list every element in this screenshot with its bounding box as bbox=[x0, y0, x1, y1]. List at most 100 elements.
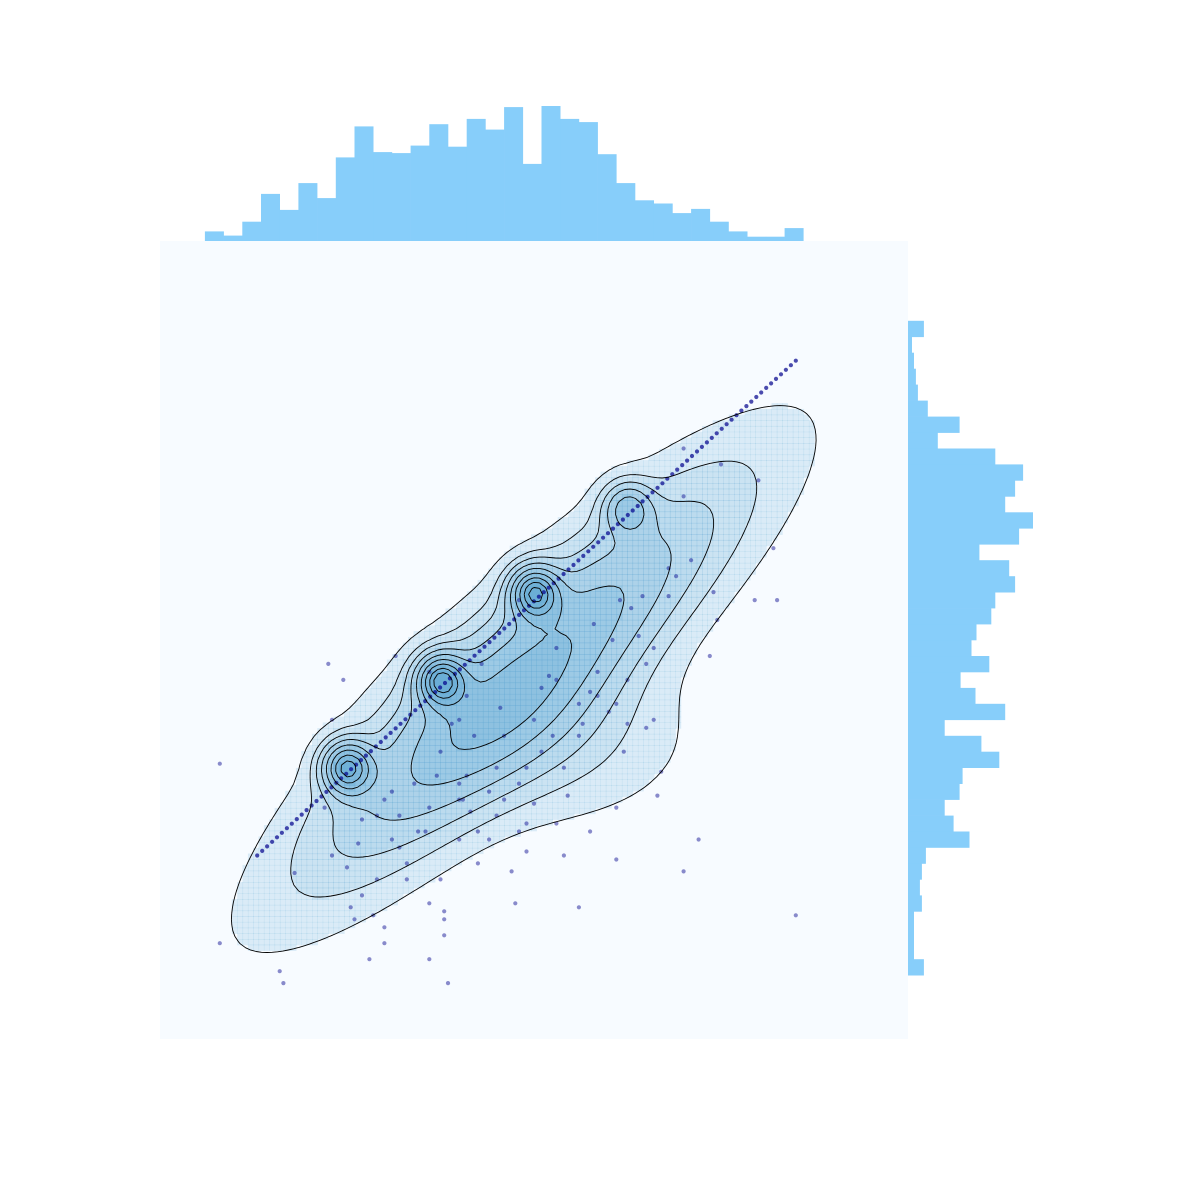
kde-fill-cell bbox=[285, 916, 292, 923]
kde-fill-cell bbox=[702, 545, 708, 552]
kde-fill-cell bbox=[440, 625, 447, 632]
kde-fill-cell bbox=[611, 477, 618, 484]
kde-fill-cell bbox=[637, 625, 644, 632]
kde-fill-cell bbox=[429, 739, 436, 746]
kde-fill-cell bbox=[669, 574, 676, 581]
kde-fill-cell bbox=[755, 471, 762, 478]
kde-fill-cell bbox=[541, 557, 548, 564]
kde-fill-cell bbox=[589, 568, 596, 575]
kde-fill-cell bbox=[312, 864, 318, 872]
kde-fill-cell bbox=[370, 739, 377, 746]
kde-fill-cell bbox=[317, 853, 324, 860]
kde-fill-cell bbox=[632, 528, 639, 535]
kde-fill-cell bbox=[290, 836, 297, 843]
scatter-point bbox=[711, 590, 716, 595]
kde-fill-cell bbox=[686, 614, 692, 621]
kde-fill-cell bbox=[627, 539, 634, 547]
kde-fill-cell bbox=[643, 528, 650, 535]
kde-fill-cell bbox=[659, 716, 666, 723]
kde-fill-cell bbox=[696, 500, 703, 507]
kde-fill-cell bbox=[413, 847, 420, 855]
kde-fill-cell bbox=[317, 762, 324, 769]
kde-fill-cell bbox=[499, 659, 505, 666]
kde-fill-cell bbox=[611, 528, 618, 535]
kde-fill-cell bbox=[600, 676, 607, 684]
kde-fill-cell bbox=[568, 767, 575, 775]
kde-fill-cell bbox=[450, 779, 457, 786]
kde-fill-cell bbox=[338, 876, 345, 883]
kde-fill-cell bbox=[344, 830, 350, 837]
kde-fill-cell bbox=[686, 625, 692, 632]
kde-fill-cell bbox=[392, 813, 398, 820]
kde-fill-cell bbox=[279, 847, 286, 855]
diagonal-point bbox=[660, 481, 665, 486]
kde-fill-cell bbox=[632, 688, 639, 695]
kde-fill-cell bbox=[600, 705, 607, 712]
kde-fill-cell bbox=[247, 933, 254, 940]
kde-fill-cell bbox=[573, 568, 580, 575]
kde-fill-cell bbox=[386, 870, 393, 877]
kde-fill-cell bbox=[734, 437, 740, 444]
kde-fill-cell bbox=[718, 568, 724, 575]
diagonal-point bbox=[299, 812, 304, 817]
kde-fill-cell bbox=[643, 693, 650, 701]
kde-fill-cell bbox=[258, 921, 265, 929]
kde-fill-cell bbox=[418, 659, 425, 666]
kde-fill-cell bbox=[413, 802, 420, 809]
kde-fill-cell bbox=[573, 517, 580, 524]
kde-fill-cell bbox=[541, 676, 548, 684]
kde-fill-cell bbox=[509, 619, 516, 627]
kde-fill-cell bbox=[408, 870, 414, 877]
kde-fill-cell bbox=[557, 539, 564, 547]
kde-fill-cell bbox=[579, 671, 585, 678]
kde-fill-cell bbox=[573, 511, 580, 518]
kde-fill-cell bbox=[627, 654, 634, 661]
kde-fill-cell bbox=[728, 483, 735, 490]
kde-fill-cell bbox=[600, 733, 607, 741]
kde-fill-cell bbox=[728, 511, 735, 518]
kde-fill-cell bbox=[680, 579, 687, 587]
kde-fill-cell bbox=[589, 705, 596, 712]
kde-fill-cell bbox=[627, 762, 634, 769]
kde-fill-cell bbox=[680, 528, 687, 535]
kde-fill-cell bbox=[461, 671, 468, 678]
kde-fill-cell bbox=[328, 733, 334, 741]
kde-fill-cell bbox=[573, 659, 580, 666]
kde-fill-cell bbox=[600, 659, 607, 666]
kde-fill-cell bbox=[333, 853, 340, 860]
kde-fill-cell bbox=[584, 711, 591, 718]
kde-fill-cell bbox=[402, 671, 409, 678]
kde-fill-cell bbox=[627, 574, 634, 581]
kde-fill-cell bbox=[557, 534, 564, 541]
kde-fill-cell bbox=[472, 665, 479, 672]
kde-fill-cell bbox=[568, 773, 575, 780]
kde-fill-cell bbox=[477, 733, 484, 741]
kde-fill-cell bbox=[739, 425, 746, 433]
kde-fill-cell bbox=[531, 534, 537, 541]
kde-fill-cell bbox=[664, 488, 671, 495]
kde-fill-cell bbox=[466, 807, 473, 815]
marginal-y-bar bbox=[908, 815, 954, 832]
kde-fill-cell bbox=[525, 557, 532, 564]
kde-fill-cell bbox=[621, 682, 628, 689]
kde-fill-cell bbox=[611, 591, 618, 598]
kde-fill-cell bbox=[696, 591, 703, 598]
kde-fill-cell bbox=[418, 756, 425, 763]
kde-fill-cell bbox=[573, 756, 580, 763]
kde-fill-cell bbox=[440, 728, 447, 735]
kde-fill-cell bbox=[365, 693, 372, 701]
kde-fill-cell bbox=[686, 471, 692, 478]
kde-fill-cell bbox=[739, 562, 746, 570]
kde-fill-cell bbox=[424, 842, 431, 849]
kde-fill-cell bbox=[493, 654, 500, 661]
kde-fill-cell bbox=[718, 420, 724, 427]
kde-fill-cell bbox=[402, 699, 409, 706]
kde-fill-cell bbox=[664, 591, 671, 598]
kde-fill-cell bbox=[787, 454, 794, 461]
kde-fill-cell bbox=[691, 522, 698, 530]
kde-fill-cell bbox=[499, 813, 505, 820]
kde-fill-cell bbox=[552, 676, 559, 684]
scatter-point bbox=[442, 909, 447, 914]
kde-fill-cell bbox=[429, 819, 436, 826]
kde-fill-cell bbox=[402, 807, 409, 815]
